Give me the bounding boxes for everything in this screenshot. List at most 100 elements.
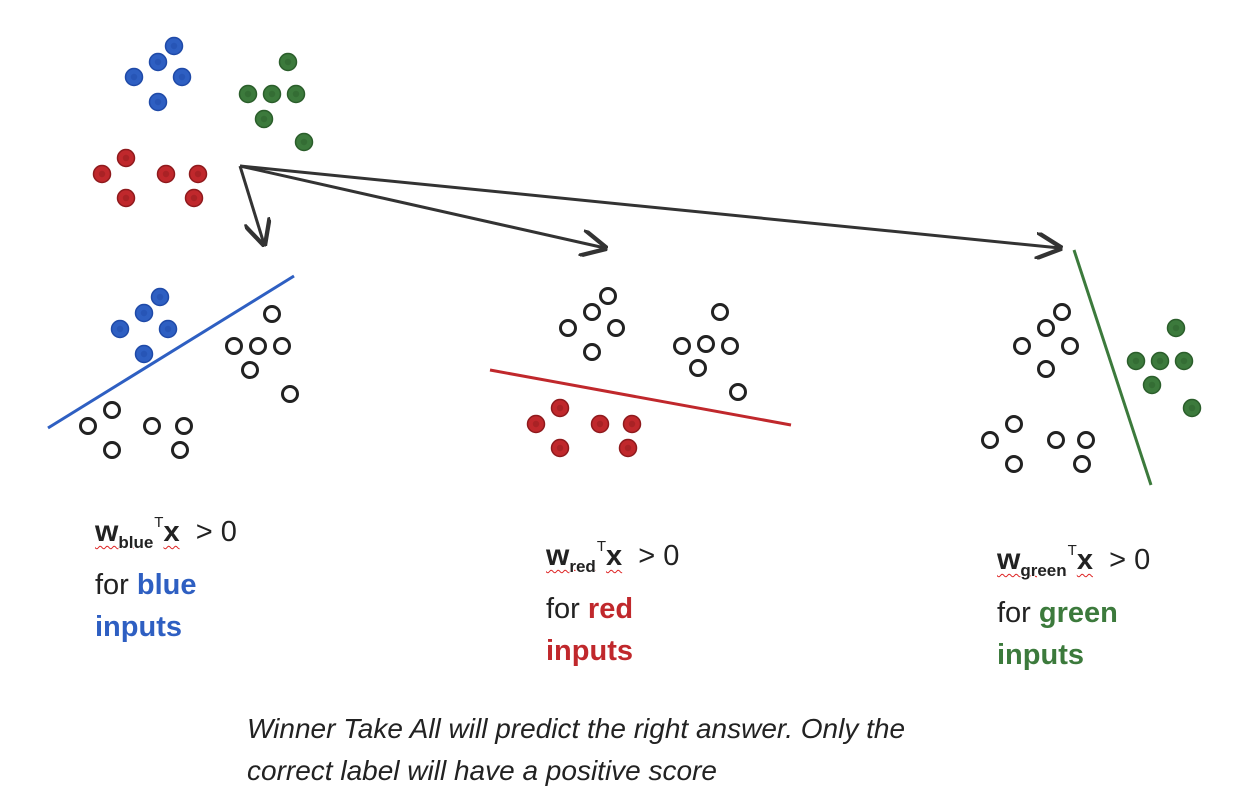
panel-green-blue-point-1 <box>1053 303 1071 321</box>
source-blue-point-5-center <box>154 98 162 106</box>
panel-blue-blue-point-1 <box>150 287 170 307</box>
source-red-point-6 <box>184 188 204 208</box>
source-green-point-5-center <box>260 115 268 123</box>
source-blue-point-4-center <box>178 73 186 81</box>
panel-red-green-point-1 <box>711 303 729 321</box>
green-panel-label: wgreenTx > 0 for green inputs <box>997 530 1150 676</box>
panel-green-green-point-3-center <box>1156 357 1164 365</box>
panel-red-red-point-3 <box>590 414 610 434</box>
panel-blue-blue-point-5 <box>134 344 154 364</box>
panel-red-blue-point-5 <box>583 343 601 361</box>
source-red-point-4-center <box>194 170 202 178</box>
panel-blue-blue-point-3 <box>110 319 130 339</box>
source-green-point-5 <box>254 109 274 129</box>
panel-blue-red-point-1 <box>103 401 121 419</box>
panel-green-red-point-4 <box>1077 431 1095 449</box>
panel-blue-green-point-5 <box>241 361 259 379</box>
red-inputs-word: inputs <box>546 635 633 667</box>
panel-green-green-point-4 <box>1174 351 1194 371</box>
panel-red-red-point-4-center <box>628 420 636 428</box>
blue-panel-label: wblueTx > 0 for blue inputs <box>95 502 237 648</box>
panel-blue-blue-point-4-center <box>164 325 172 333</box>
panel-red-red-point-2-center <box>532 420 540 428</box>
blue-class-word: blue <box>136 569 197 601</box>
source-red-point-2-center <box>98 170 106 178</box>
panel-red-green-point-4 <box>721 337 739 355</box>
panel-green-green-point-6 <box>1182 398 1202 418</box>
source-blue-point-4 <box>172 67 192 87</box>
panel-green-green-point-6-center <box>1188 404 1196 412</box>
red-panel-label: wredTx > 0 for red inputs <box>546 526 679 672</box>
panel-green-red-point-3 <box>1047 431 1065 449</box>
green-class-word: green <box>1038 597 1118 629</box>
panel-blue-blue-point-1-center <box>156 293 164 301</box>
panel-blue-green-point-6 <box>281 385 299 403</box>
source-blue-point-1-center <box>170 42 178 50</box>
panel-red-green-point-2 <box>673 337 691 355</box>
panel-green-green-point-5-center <box>1148 381 1156 389</box>
source-blue-point-2-center <box>154 58 162 66</box>
panel-red-red-point-3-center <box>596 420 604 428</box>
panel-blue-blue-point-2-center <box>140 309 148 317</box>
source-red-point-5 <box>116 188 136 208</box>
panel-blue-blue-point-3-center <box>116 325 124 333</box>
panel-green-blue-point-3 <box>1013 337 1031 355</box>
panel-green-green-point-2-center <box>1132 357 1140 365</box>
panel-red-green-point-6 <box>729 383 747 401</box>
panel-blue-green-point-3 <box>249 337 267 355</box>
panel-blue-red-point-3 <box>143 417 161 435</box>
blue-for-text: for <box>95 569 129 601</box>
panel-red-red-point-5 <box>550 438 570 458</box>
source-blue-point-3-center <box>130 73 138 81</box>
source-red-point-1 <box>116 148 136 168</box>
panel-green-red-point-1 <box>1005 415 1023 433</box>
panel-red-red-point-5-center <box>556 444 564 452</box>
source-green-point-6-center <box>300 138 308 146</box>
source-red-point-5-center <box>122 194 130 202</box>
panel-red-blue-point-4 <box>607 319 625 337</box>
arrow-to-red-panel <box>239 164 605 248</box>
source-green-point-4 <box>286 84 306 104</box>
panel-green-red-point-6 <box>1073 455 1091 473</box>
panel-red-blue-point-1 <box>599 287 617 305</box>
panel-red-red-point-6-center <box>624 444 632 452</box>
source-green-point-4-center <box>292 90 300 98</box>
source-red-point-4 <box>188 164 208 184</box>
source-green-point-1 <box>278 52 298 72</box>
panel-green-blue-point-4 <box>1061 337 1079 355</box>
panel-green-green-point-1 <box>1166 318 1186 338</box>
panel-red-red-point-2 <box>526 414 546 434</box>
blue-formula: wblueTx > 0 <box>95 514 237 552</box>
source-green-point-6 <box>294 132 314 152</box>
source-red-point-3 <box>156 164 176 184</box>
source-blue-point-3 <box>124 67 144 87</box>
panel-blue-blue-point-5-center <box>140 350 148 358</box>
panel-blue-blue-point-2 <box>134 303 154 323</box>
panel-green-green-point-1-center <box>1172 324 1180 332</box>
panel-blue-red-point-6 <box>171 441 189 459</box>
panel-blue-red-point-2 <box>79 417 97 435</box>
panel-green-green-point-2 <box>1126 351 1146 371</box>
green-formula: wgreenTx > 0 <box>997 542 1151 580</box>
red-class-word: red <box>587 593 634 625</box>
green-decision-boundary <box>1072 249 1153 486</box>
source-red-point-1-center <box>122 154 130 162</box>
source-blue-point-2 <box>148 52 168 72</box>
green-for-text: for <box>997 597 1031 629</box>
panel-red-red-point-4 <box>622 414 642 434</box>
caption-line-1: Winner Take All will predict the right a… <box>247 713 906 744</box>
panel-red-red-point-1 <box>550 398 570 418</box>
panel-red-green-point-3 <box>697 335 715 353</box>
panel-blue-green-point-4 <box>273 337 291 355</box>
blue-decision-boundary <box>47 274 295 430</box>
panel-blue-red-point-5 <box>103 441 121 459</box>
caption-line-2: correct label will have a positive score <box>247 755 717 786</box>
panel-green-red-point-2 <box>981 431 999 449</box>
arrow-to-green-panel <box>239 164 1060 248</box>
panel-green-green-point-5 <box>1142 375 1162 395</box>
panel-green-blue-point-5 <box>1037 360 1055 378</box>
source-green-point-2-center <box>244 90 252 98</box>
source-red-point-6-center <box>190 194 198 202</box>
caption: Winner Take All will predict the right a… <box>247 708 1047 792</box>
